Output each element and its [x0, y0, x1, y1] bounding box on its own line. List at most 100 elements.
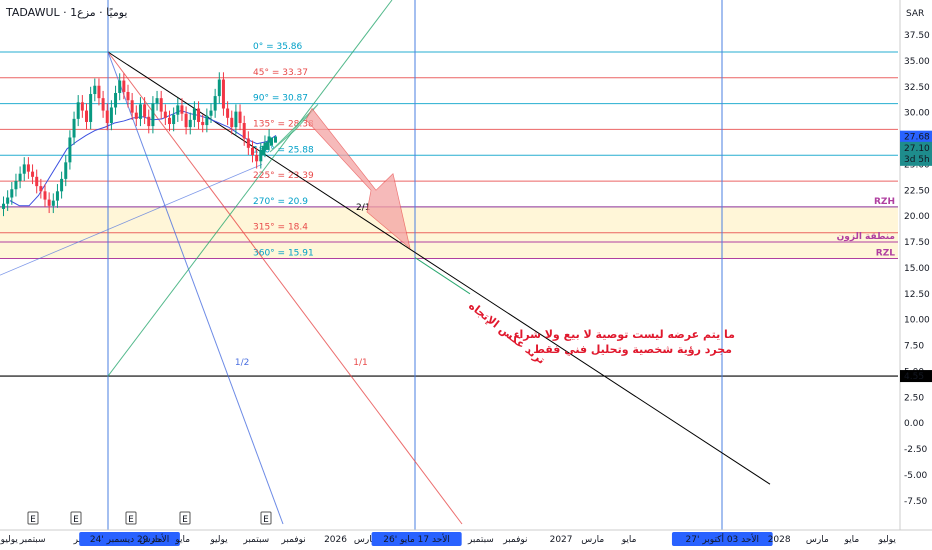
- earnings-marker: [179, 511, 191, 525]
- fib-level-label: 270° = 20.9: [253, 197, 308, 207]
- earnings-marker-label: E: [182, 515, 188, 525]
- candle: [242, 123, 246, 139]
- x-tick-label: يوليو: [0, 535, 18, 545]
- y-tick-label: 15.00: [904, 264, 930, 274]
- reversal-trend-line: [414, 257, 471, 295]
- disclaimer-line-2: مجرد رؤية شخصية وتحليل فني فقط: [533, 343, 732, 356]
- candle: [266, 141, 269, 150]
- zone-label: منطقة الزون: [837, 232, 895, 242]
- candle: [64, 162, 68, 179]
- y-tick-label: -2.50: [904, 445, 928, 455]
- candle: [262, 145, 265, 156]
- candle: [60, 178, 64, 192]
- x-tick-label: الأحد 03 أكتوبر '27: [686, 533, 760, 545]
- y-tick-label: -5.00: [904, 471, 928, 481]
- candle: [201, 121, 205, 126]
- candle: [213, 96, 217, 111]
- x-tick-label: الأحد 29 ديسمبر '24: [90, 533, 169, 545]
- candle: [22, 164, 26, 174]
- candle: [6, 197, 10, 204]
- candle: [85, 110, 88, 122]
- y-tick-label: 37.50: [904, 31, 930, 41]
- price-tag: [900, 370, 932, 383]
- candle: [255, 155, 259, 162]
- disclaimer-line-1: ما يتم عرضه ليست توصية لا بيع ولا شراء: [514, 328, 735, 341]
- candle: [151, 103, 155, 127]
- price-tag: [900, 130, 932, 143]
- projection-arrow-red: [305, 107, 411, 250]
- candle: [114, 92, 118, 108]
- candle: [18, 173, 22, 181]
- candle: [234, 111, 238, 128]
- y-tick-label: -7.50: [904, 497, 928, 507]
- candle: [51, 200, 55, 206]
- candle: [126, 91, 130, 101]
- candle: [76, 102, 80, 119]
- ticker-title: TADAWUL · 1يوميًا · مزع: [6, 6, 128, 19]
- price-tag-label: 27.10: [904, 144, 930, 154]
- price-tag-label: 27.68: [904, 133, 930, 143]
- candle: [246, 138, 250, 148]
- x-tick-label: نوفمبر: [280, 535, 305, 545]
- candle: [147, 116, 151, 127]
- fan-label: 2/1: [356, 203, 370, 213]
- candle: [176, 105, 180, 115]
- x-tick-label: مايو: [843, 535, 859, 545]
- candle: [105, 110, 109, 124]
- gann-line-green: [107, 0, 393, 377]
- x-tick-label: سبتمبر: [242, 535, 269, 545]
- y-tick-label: 35.00: [904, 57, 930, 67]
- earnings-marker: [125, 511, 137, 525]
- earnings-marker-label: E: [263, 515, 269, 525]
- x-tick-label: مارس: [581, 535, 604, 545]
- y-tick-label: 17.50: [904, 238, 930, 248]
- gann-line-blue: [107, 51, 284, 525]
- price-tag-label: 4.55: [904, 372, 924, 382]
- zone-label: RZH: [874, 197, 895, 207]
- candle: [155, 98, 159, 104]
- candle: [168, 117, 171, 125]
- candle: [217, 79, 221, 97]
- earnings-marker-label: E: [128, 515, 134, 525]
- candle: [122, 80, 126, 92]
- candle: [2, 203, 5, 209]
- y-tick-label: 0.00: [904, 419, 924, 429]
- candle: [172, 114, 176, 125]
- x-tick-label: 2027: [550, 535, 573, 545]
- fib-level-label: 90° = 30.87: [253, 94, 308, 104]
- projection-triangle-green: [269, 104, 319, 153]
- x-tick-label: مارس: [140, 535, 163, 545]
- candle: [209, 110, 213, 116]
- candle: [68, 137, 72, 163]
- fib-level-label: 225° = 23.39: [253, 171, 314, 181]
- x-tick-label: 2028: [768, 535, 791, 545]
- x-tick-label: نوفمبر: [502, 535, 527, 545]
- candle: [39, 186, 43, 192]
- earnings-marker: [70, 511, 82, 525]
- fan-label: 1/1: [353, 358, 367, 368]
- candle: [184, 113, 188, 128]
- fib-level-label: 135° = 28.38: [253, 119, 314, 129]
- candle: [192, 108, 196, 120]
- candle: [43, 191, 47, 200]
- y-tick-label: 30.00: [904, 109, 930, 119]
- x-tick-label: يوليو: [209, 535, 228, 545]
- fib-level-label: 315° = 18.4: [253, 223, 308, 233]
- x-tick-label: مارس: [806, 535, 829, 545]
- candle: [14, 180, 18, 190]
- gann-line-red: [107, 51, 463, 525]
- earnings-marker-label: E: [30, 515, 36, 525]
- currency-label: SAR: [906, 9, 924, 19]
- candle: [80, 102, 84, 111]
- candle: [270, 137, 273, 146]
- candle: [26, 164, 30, 172]
- time-tag: [371, 532, 462, 546]
- candle: [55, 191, 59, 201]
- candle: [134, 112, 138, 119]
- candle: [230, 117, 234, 128]
- price-tag: [900, 141, 932, 166]
- fan-label: 1/2: [235, 358, 249, 368]
- gann-line-1x1-black: [107, 51, 771, 485]
